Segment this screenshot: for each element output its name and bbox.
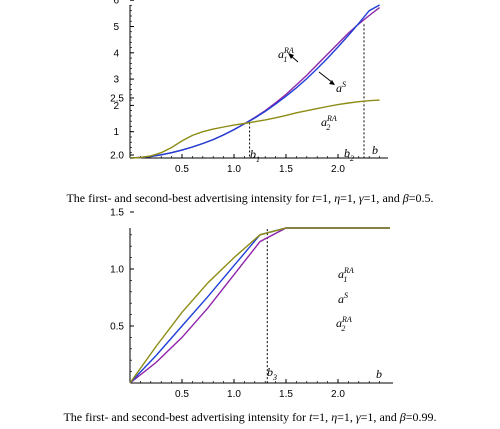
series-line-2 — [129, 99, 380, 159]
x-axis-label: b — [372, 143, 378, 157]
label-base: a — [338, 292, 344, 306]
y-tick-label: 2.0 — [110, 151, 124, 162]
caption-param-symbol: γ — [355, 410, 361, 424]
series-label-1: aS — [336, 80, 346, 95]
label-sub: 3 — [272, 373, 277, 382]
label-base: a — [338, 267, 344, 281]
caption-param-symbol: η — [334, 191, 341, 205]
caption-joiner: and — [382, 191, 403, 205]
series-line-1 — [129, 227, 390, 384]
label-base: b — [267, 365, 273, 379]
caption-param-symbol: η — [331, 410, 338, 424]
label-base: b — [344, 146, 350, 160]
caption-param-symbol: t — [309, 410, 313, 424]
series-line-0 — [129, 227, 390, 384]
label-sub: 1 — [283, 55, 287, 64]
x-tick-label: 1.5 — [279, 164, 293, 175]
y-tick-label: 0.5 — [110, 322, 124, 333]
label-sup: S — [342, 80, 346, 89]
label-base: a — [278, 47, 284, 61]
caption-param-value: =1, — [337, 410, 356, 424]
y-tick-label: 3 — [113, 75, 119, 86]
label-sub: 1 — [256, 155, 260, 164]
label-base: a — [336, 316, 342, 330]
label-sub: 2 — [326, 123, 330, 132]
label-base: b — [250, 147, 256, 161]
arrow-head — [288, 53, 294, 59]
series-line-2 — [129, 227, 390, 384]
x-axis-label: b — [376, 367, 382, 381]
y-tick-label: 4 — [113, 48, 119, 59]
y-tick-label: 1.5 — [110, 208, 124, 219]
series-line-1 — [129, 4, 380, 159]
caption-param-value: =0.5. — [408, 191, 434, 205]
x-tick-label: 2.0 — [331, 389, 345, 400]
x-tick-label: 0.5 — [175, 389, 189, 400]
series-label-0: aRA 1 — [278, 46, 294, 64]
annotation-label-0: b1 — [250, 147, 260, 164]
caption-text: The first- and second-best advertising i… — [63, 410, 310, 424]
label-sub: 2 — [350, 154, 354, 163]
label-sup: RA — [341, 315, 352, 324]
caption-param-symbol: β — [399, 410, 406, 424]
y-tick-label: 6 — [113, 0, 119, 7]
y-tick-label: 5 — [113, 22, 119, 33]
annotation-label-1: b2 — [344, 146, 354, 163]
series-pointer-arrow — [318, 71, 334, 84]
label-sup: RA — [343, 266, 354, 275]
caption-param-symbol: β — [402, 191, 409, 205]
caption-param-value: =1, — [340, 191, 359, 205]
y-tick-label: 2.5 — [110, 94, 124, 105]
caption-joiner: and — [379, 410, 400, 424]
label-base: a — [321, 115, 327, 129]
label-sub: 1 — [343, 275, 347, 284]
caption-param-value: =0.99. — [405, 410, 437, 424]
label-sub: 2 — [341, 324, 345, 333]
series-label-2: aRA 2 — [321, 114, 337, 132]
caption-param-value: =1, — [363, 191, 383, 205]
annotation-label-0: b3 — [267, 365, 277, 382]
caption-param-value: =1, — [312, 410, 332, 424]
caption-param-value: =1, — [360, 410, 380, 424]
y-tick-label: 1.0 — [110, 265, 124, 276]
label-sup: RA — [326, 114, 337, 123]
x-tick-label: 1.5 — [279, 389, 293, 400]
x-tick-label: 1.0 — [227, 389, 241, 400]
y-tick-label: 1 — [113, 127, 119, 138]
x-tick-label: 1.0 — [227, 164, 241, 175]
series-label-1: aS — [338, 291, 348, 306]
y-tick-label: 2 — [113, 101, 119, 112]
label-sup: S — [344, 291, 348, 300]
caption-top: The first- and second-best advertising i… — [0, 191, 500, 206]
caption-text: The first- and second-best advertising i… — [66, 191, 313, 205]
caption-param-symbol: t — [312, 191, 316, 205]
series-label-2: aRA 2 — [336, 315, 352, 333]
label-sup: RA — [283, 46, 294, 55]
label-base: a — [336, 81, 342, 95]
arrow-head — [329, 80, 335, 85]
caption-param-symbol: γ — [358, 191, 364, 205]
x-tick-label: 2.0 — [331, 164, 345, 175]
series-label-0: aRA 1 — [338, 266, 354, 284]
caption-param-value: =1, — [315, 191, 335, 205]
x-tick-label: 0.5 — [175, 164, 189, 175]
caption-bottom: The first- and second-best advertising i… — [0, 410, 500, 425]
